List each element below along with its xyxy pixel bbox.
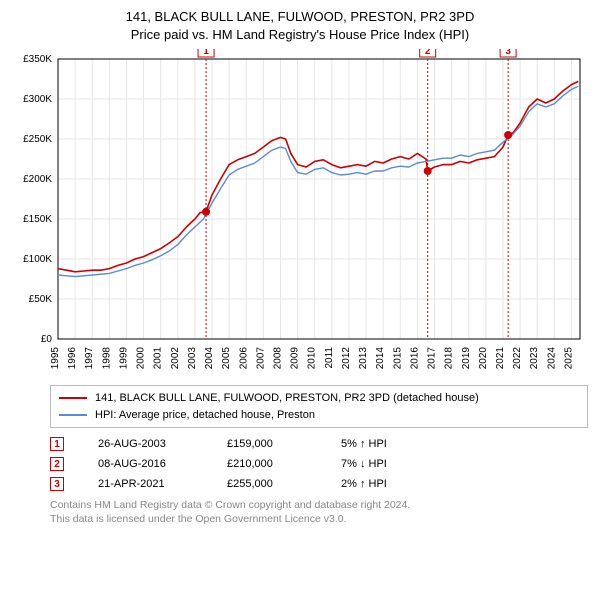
svg-text:2002: 2002 bbox=[170, 347, 181, 370]
svg-text:£100K: £100K bbox=[23, 254, 52, 265]
svg-text:2022: 2022 bbox=[512, 347, 523, 370]
svg-text:1995: 1995 bbox=[50, 347, 61, 370]
svg-text:2016: 2016 bbox=[409, 347, 420, 370]
svg-text:£0: £0 bbox=[41, 334, 53, 345]
svg-text:3: 3 bbox=[505, 49, 511, 57]
event-price: £210,000 bbox=[227, 458, 307, 470]
svg-text:2020: 2020 bbox=[478, 347, 489, 370]
svg-text:2025: 2025 bbox=[563, 347, 574, 370]
svg-text:2001: 2001 bbox=[153, 347, 164, 370]
svg-text:2010: 2010 bbox=[307, 347, 318, 370]
svg-text:2004: 2004 bbox=[204, 347, 215, 370]
svg-text:2006: 2006 bbox=[238, 347, 249, 370]
event-marker: 1 bbox=[50, 437, 64, 451]
svg-text:2019: 2019 bbox=[461, 347, 472, 370]
svg-text:2024: 2024 bbox=[546, 347, 557, 370]
svg-text:2015: 2015 bbox=[392, 347, 403, 370]
svg-text:£150K: £150K bbox=[23, 214, 52, 225]
event-marker: 3 bbox=[50, 477, 64, 491]
svg-text:2003: 2003 bbox=[187, 347, 198, 370]
svg-text:1996: 1996 bbox=[67, 347, 78, 370]
event-diff: 5% ↑ HPI bbox=[341, 438, 387, 450]
svg-text:2005: 2005 bbox=[221, 347, 232, 370]
svg-text:2000: 2000 bbox=[136, 347, 147, 370]
legend: 141, BLACK BULL LANE, FULWOOD, PRESTON, … bbox=[50, 385, 588, 428]
legend-swatch bbox=[59, 414, 87, 416]
svg-text:1: 1 bbox=[203, 49, 209, 57]
event-row: 3 21-APR-2021 £255,000 2% ↑ HPI bbox=[50, 474, 570, 494]
event-price: £159,000 bbox=[227, 438, 307, 450]
legend-label: HPI: Average price, detached house, Pres… bbox=[95, 407, 315, 424]
line-chart: £0 £50K £100K £150K £200K £250K £300K £350K 1995… bbox=[10, 49, 590, 379]
svg-text:2017: 2017 bbox=[427, 347, 438, 370]
svg-text:1998: 1998 bbox=[101, 347, 112, 370]
svg-text:2014: 2014 bbox=[375, 347, 386, 370]
event-marker: 2 bbox=[50, 457, 64, 471]
svg-text:2023: 2023 bbox=[529, 347, 540, 370]
svg-text:1997: 1997 bbox=[84, 347, 95, 370]
event-diff: 2% ↑ HPI bbox=[341, 478, 387, 490]
svg-text:£50K: £50K bbox=[29, 294, 53, 305]
svg-text:£200K: £200K bbox=[23, 174, 52, 185]
legend-item: HPI: Average price, detached house, Pres… bbox=[59, 407, 579, 424]
footer-line-1: Contains HM Land Registry data © Crown c… bbox=[50, 498, 570, 512]
svg-text:£300K: £300K bbox=[23, 94, 52, 105]
title-line-2: Price paid vs. HM Land Registry's House … bbox=[10, 26, 590, 44]
event-date: 21-APR-2021 bbox=[98, 478, 193, 490]
svg-text:2011: 2011 bbox=[324, 347, 335, 369]
footer-line-2: This data is licensed under the Open Gov… bbox=[50, 512, 570, 526]
chart-svg: £0 £50K £100K £150K £200K £250K £300K £350K 1995… bbox=[10, 49, 590, 379]
events-table: 1 26-AUG-2003 £159,000 5% ↑ HPI 2 08-AUG… bbox=[50, 434, 570, 494]
svg-text:£250K: £250K bbox=[23, 134, 52, 145]
svg-text:2013: 2013 bbox=[358, 347, 369, 370]
event-diff: 7% ↓ HPI bbox=[341, 458, 387, 470]
svg-text:2012: 2012 bbox=[341, 347, 352, 370]
svg-text:2018: 2018 bbox=[444, 347, 455, 370]
chart-title: 141, BLACK BULL LANE, FULWOOD, PRESTON, … bbox=[10, 8, 590, 43]
event-date: 26-AUG-2003 bbox=[98, 438, 193, 450]
event-date: 08-AUG-2016 bbox=[98, 458, 193, 470]
svg-text:2009: 2009 bbox=[290, 347, 301, 370]
event-price: £255,000 bbox=[227, 478, 307, 490]
legend-swatch bbox=[59, 397, 87, 399]
svg-text:2: 2 bbox=[425, 49, 431, 57]
svg-text:1999: 1999 bbox=[118, 347, 129, 370]
event-row: 2 08-AUG-2016 £210,000 7% ↓ HPI bbox=[50, 454, 570, 474]
legend-item: 141, BLACK BULL LANE, FULWOOD, PRESTON, … bbox=[59, 390, 579, 407]
footer-attribution: Contains HM Land Registry data © Crown c… bbox=[50, 498, 570, 526]
svg-text:2007: 2007 bbox=[255, 347, 266, 370]
event-row: 1 26-AUG-2003 £159,000 5% ↑ HPI bbox=[50, 434, 570, 454]
title-line-1: 141, BLACK BULL LANE, FULWOOD, PRESTON, … bbox=[10, 8, 590, 26]
svg-text:2008: 2008 bbox=[272, 347, 283, 370]
svg-text:£350K: £350K bbox=[23, 54, 52, 65]
svg-text:2021: 2021 bbox=[495, 347, 506, 370]
legend-label: 141, BLACK BULL LANE, FULWOOD, PRESTON, … bbox=[95, 390, 479, 407]
